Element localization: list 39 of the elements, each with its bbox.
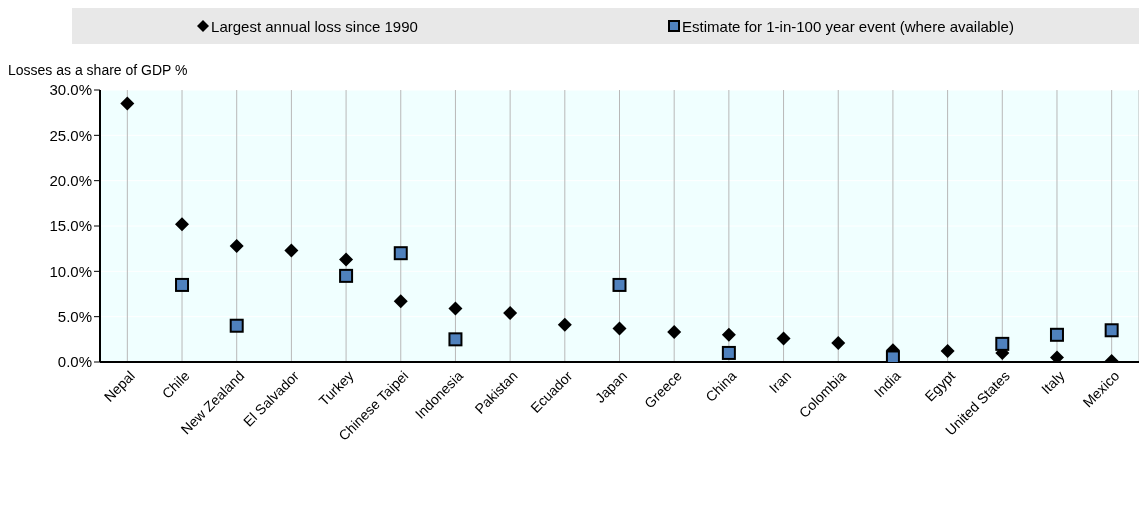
point xyxy=(448,301,463,316)
y-tick-label: 0.0% xyxy=(57,353,92,371)
point xyxy=(229,238,244,253)
y-tick-label: 10.0% xyxy=(49,262,92,280)
point xyxy=(776,331,791,346)
point xyxy=(831,335,846,350)
y-tick-label: 5.0% xyxy=(57,307,92,325)
y-tick-label: 30.0% xyxy=(49,81,92,99)
point xyxy=(393,294,408,309)
point xyxy=(120,96,135,111)
point xyxy=(339,268,354,283)
point xyxy=(721,327,736,342)
point xyxy=(667,325,682,340)
legend-label: Estimate for 1-in-100 year event (where available) xyxy=(682,17,1014,35)
y-axis-title: Losses as a share of GDP % xyxy=(8,62,189,80)
point xyxy=(448,332,463,347)
point xyxy=(940,344,955,359)
point xyxy=(175,217,190,232)
x-tick-label: Italy xyxy=(1038,367,1068,398)
point xyxy=(1049,350,1064,362)
point xyxy=(721,345,736,360)
point xyxy=(393,246,408,261)
point xyxy=(339,252,354,267)
y-tick-label: 15.0% xyxy=(49,217,92,235)
x-tick-label: Iran xyxy=(765,367,795,397)
point xyxy=(1104,323,1119,338)
point xyxy=(557,317,572,332)
point xyxy=(1049,327,1064,342)
point xyxy=(284,243,299,258)
point xyxy=(175,277,190,292)
point xyxy=(229,318,244,333)
point xyxy=(503,306,518,321)
point xyxy=(612,277,627,292)
y-tick-label: 20.0% xyxy=(49,171,92,189)
point xyxy=(612,321,627,336)
point xyxy=(885,350,900,362)
legend-label: Largest annual loss since 1990 xyxy=(211,17,418,35)
y-tick-label: 25.0% xyxy=(49,126,92,144)
point xyxy=(995,336,1010,351)
